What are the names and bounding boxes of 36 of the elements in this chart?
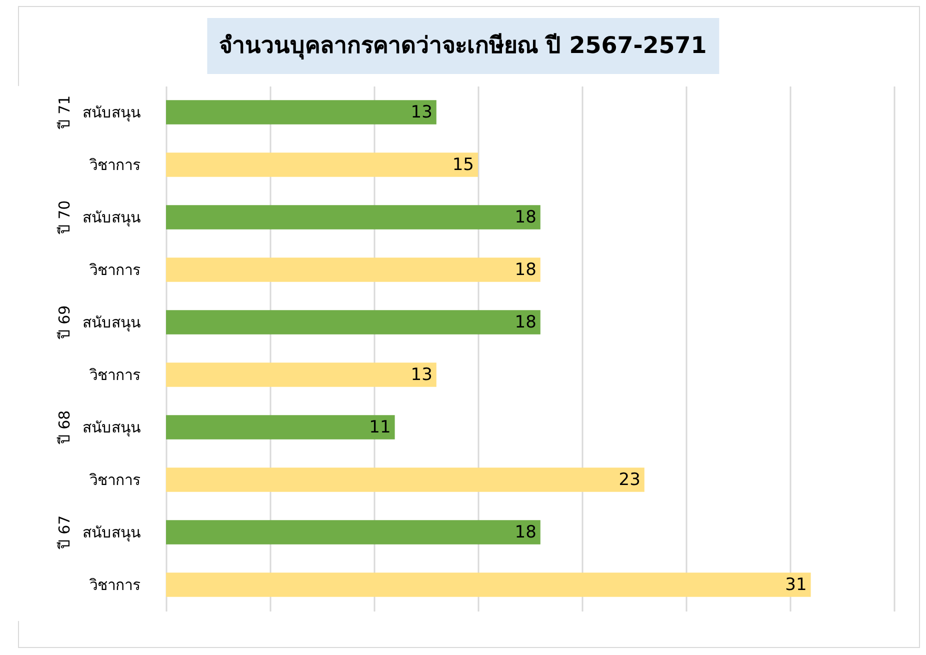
- data-label: 31: [785, 574, 807, 595]
- text: ปี 69: [55, 305, 74, 340]
- data-label: 18: [514, 207, 536, 228]
- data-label: 18: [514, 312, 536, 332]
- text: ปี 68: [55, 410, 74, 446]
- bar: [166, 100, 436, 124]
- data-label: 23: [618, 470, 640, 490]
- bar: [166, 310, 540, 334]
- data-label: 13: [410, 102, 432, 122]
- bar: [166, 362, 436, 387]
- y-tick-label: สนับสนุน: [82, 418, 140, 438]
- data-label: 15: [452, 154, 474, 175]
- bar: [166, 520, 540, 544]
- data-label: 18: [514, 522, 536, 542]
- y-tick-label: วิชาการ: [88, 470, 140, 489]
- bar: [166, 205, 540, 230]
- y-tick-label: สนับสนุน: [82, 103, 140, 122]
- text: ปี 67: [55, 515, 74, 550]
- bar: [166, 258, 540, 282]
- y-tick-label: สนับสนุน: [82, 208, 140, 228]
- y-tick-label: วิชาการ: [88, 576, 140, 594]
- y-tick-label: สนับสนุน: [82, 313, 140, 332]
- text: ปี 70: [55, 200, 74, 236]
- chart-title: จำนวนบุคลากรคาดว่าจะเกษียณ ปี 2567-2571: [207, 18, 719, 74]
- data-label: 18: [514, 260, 536, 280]
- bar: [166, 415, 395, 440]
- data-label: 11: [369, 417, 391, 438]
- y-tick-label: วิชาการ: [88, 366, 140, 384]
- text: ปี 71: [55, 95, 74, 130]
- bar: [166, 152, 478, 177]
- bar: [166, 468, 644, 492]
- data-label: 13: [410, 364, 432, 385]
- y-tick-label: วิชาการ: [88, 260, 140, 279]
- bar: [166, 572, 811, 597]
- y-tick-label: สนับสนุน: [82, 523, 140, 542]
- y-tick-label: วิชาการ: [88, 156, 140, 174]
